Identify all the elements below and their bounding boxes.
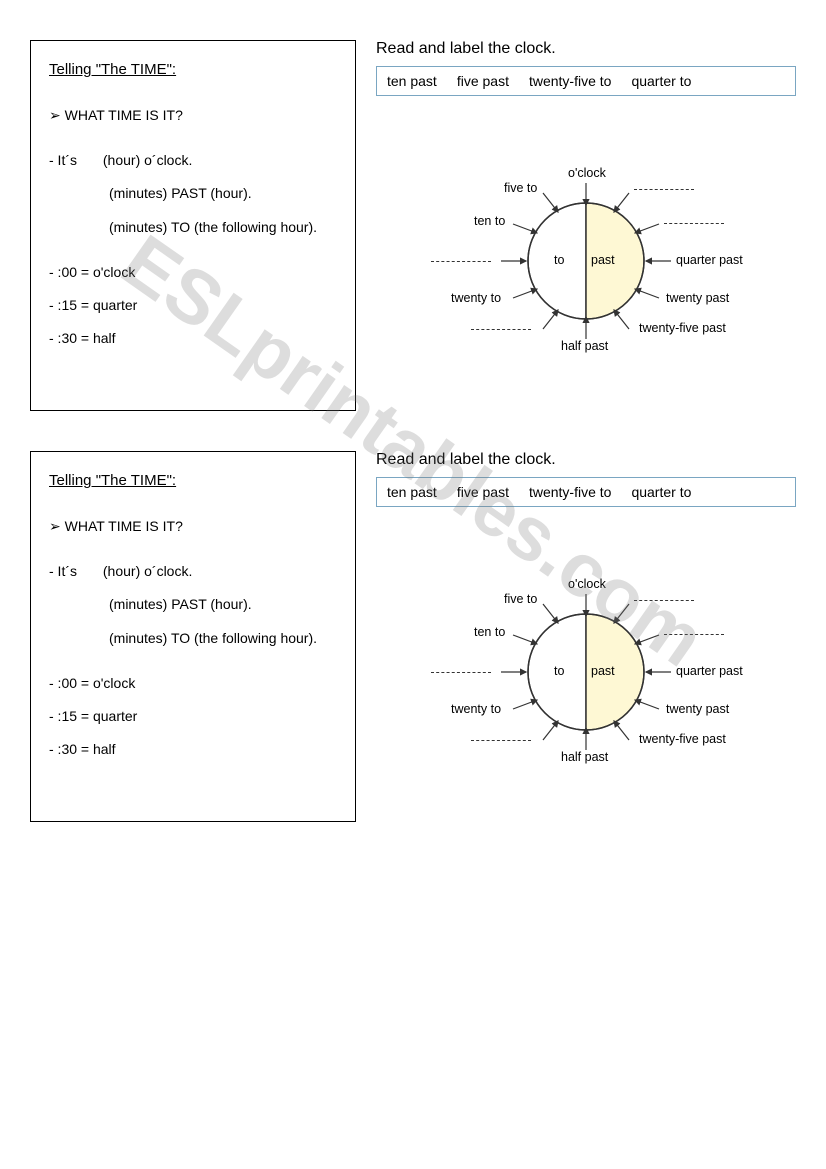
exercise-title: Read and label the clock. — [376, 451, 796, 469]
label-quarter-past: quarter past — [676, 253, 743, 267]
def-half: - :30 = half — [49, 326, 337, 351]
worksheet-section-1: Telling "The TIME": WHAT TIME IS IT? - I… — [30, 40, 796, 411]
def-oclock: - :00 = o'clock — [49, 671, 337, 696]
clock-diagram: to past o'clock five to ten to quarter p… — [376, 522, 796, 822]
bank-word: ten past — [387, 484, 437, 500]
center-to: to — [554, 664, 564, 678]
rules-box: Telling "The TIME": WHAT TIME IS IT? - I… — [30, 451, 356, 822]
rules-box: Telling "The TIME": WHAT TIME IS IT? - I… — [30, 40, 356, 411]
its-prefix: - It´s — [49, 559, 99, 584]
label-ten-to: ten to — [474, 625, 505, 639]
clock-diagram: to past o'clock five to ten to quarter p… — [376, 111, 796, 411]
label-quarter-past: quarter past — [676, 664, 743, 678]
label-five-to: five to — [504, 181, 537, 195]
answer-line-1: - It´s (hour) o´clock. — [49, 148, 337, 173]
label-twenty-past: twenty past — [666, 702, 729, 716]
label-half-past: half past — [561, 339, 608, 353]
label-twenty-to: twenty to — [451, 291, 501, 305]
label-half-past: half past — [561, 750, 608, 764]
blank-twentyfive-to[interactable] — [471, 740, 531, 741]
bank-word: ten past — [387, 73, 437, 89]
worksheet-section-2: Telling "The TIME": WHAT TIME IS IT? - I… — [30, 451, 796, 822]
definitions: - :00 = o'clock - :15 = quarter - :30 = … — [49, 260, 337, 352]
blank-quarter-to[interactable] — [431, 261, 491, 262]
bank-word: quarter to — [631, 73, 691, 89]
clock-exercise: Read and label the clock. ten past five … — [376, 451, 796, 822]
bank-word: five past — [457, 73, 509, 89]
answer-line-3: (minutes) TO (the following hour). — [109, 215, 337, 240]
clock-exercise: Read and label the clock. ten past five … — [376, 40, 796, 411]
label-ten-to: ten to — [474, 214, 505, 228]
blank-quarter-to[interactable] — [431, 672, 491, 673]
def-oclock: - :00 = o'clock — [49, 260, 337, 285]
label-twentyfive-past: twenty-five past — [639, 321, 726, 335]
bank-word: twenty-five to — [529, 73, 611, 89]
blank-five-past[interactable] — [634, 189, 694, 190]
pattern-1: (hour) o´clock. — [103, 563, 192, 579]
pattern-1: (hour) o´clock. — [103, 152, 192, 168]
question-line: WHAT TIME IS IT? — [67, 514, 337, 539]
center-past: past — [591, 253, 615, 267]
label-oclock: o'clock — [568, 577, 606, 591]
label-twenty-past: twenty past — [666, 291, 729, 305]
def-half: - :30 = half — [49, 737, 337, 762]
label-oclock: o'clock — [568, 166, 606, 180]
its-prefix: - It´s — [49, 148, 99, 173]
answer-line-1: - It´s (hour) o´clock. — [49, 559, 337, 584]
blank-twentyfive-to[interactable] — [471, 329, 531, 330]
label-twentyfive-past: twenty-five past — [639, 732, 726, 746]
answer-line-3: (minutes) TO (the following hour). — [109, 626, 337, 651]
def-quarter: - :15 = quarter — [49, 293, 337, 318]
bank-word: twenty-five to — [529, 484, 611, 500]
word-bank: ten past five past twenty-five to quarte… — [376, 477, 796, 507]
answer-line-2: (minutes) PAST (hour). — [109, 592, 337, 617]
bank-word: five past — [457, 484, 509, 500]
box-title: Telling "The TIME": — [49, 56, 337, 83]
definitions: - :00 = o'clock - :15 = quarter - :30 = … — [49, 671, 337, 763]
answer-line-2: (minutes) PAST (hour). — [109, 181, 337, 206]
center-past: past — [591, 664, 615, 678]
label-five-to: five to — [504, 592, 537, 606]
exercise-title: Read and label the clock. — [376, 40, 796, 58]
blank-five-past[interactable] — [634, 600, 694, 601]
label-twenty-to: twenty to — [451, 702, 501, 716]
box-title: Telling "The TIME": — [49, 467, 337, 494]
center-to: to — [554, 253, 564, 267]
def-quarter: - :15 = quarter — [49, 704, 337, 729]
blank-ten-past[interactable] — [664, 634, 724, 635]
question-line: WHAT TIME IS IT? — [67, 103, 337, 128]
word-bank: ten past five past twenty-five to quarte… — [376, 66, 796, 96]
blank-ten-past[interactable] — [664, 223, 724, 224]
bank-word: quarter to — [631, 484, 691, 500]
